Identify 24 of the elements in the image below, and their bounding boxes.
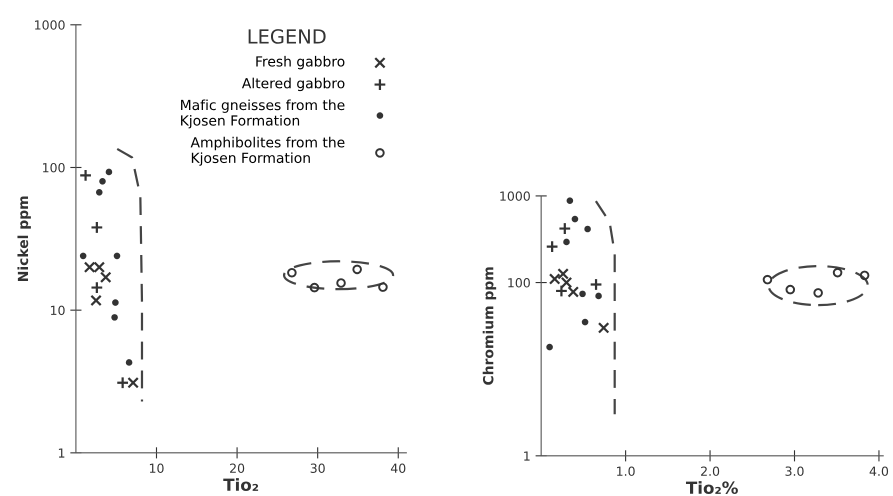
y-tick-label: 100 bbox=[508, 278, 530, 288]
legend-label: Altered gabbro bbox=[242, 78, 344, 92]
x-tick-label: 10 bbox=[150, 463, 164, 473]
legend-title: LEGEND bbox=[248, 29, 326, 44]
y-tick-label: 1 bbox=[524, 451, 530, 461]
x-tick-label: 40 bbox=[390, 463, 406, 473]
y-axis-title: Chromium ppm bbox=[482, 267, 496, 385]
x-axis-title: Tio₂% bbox=[686, 481, 738, 494]
x-tick-label: 2.0 bbox=[701, 466, 720, 476]
x-tick-label: 20 bbox=[230, 463, 244, 473]
y-tick-label: 1000 bbox=[500, 191, 530, 201]
y-tick-label: 1 bbox=[58, 448, 64, 458]
legend-label: Mafic gneisses from the Kjosen Formation bbox=[181, 99, 344, 128]
legend-label: Fresh gabbro bbox=[256, 56, 344, 70]
x-axis-title: Tio₂ bbox=[223, 478, 258, 492]
x-tick-label: 3.0 bbox=[786, 466, 804, 476]
x-tick-label: 30 bbox=[310, 463, 325, 473]
y-axis-title: Nickel ppm bbox=[17, 196, 31, 281]
x-tick-label: 1.0 bbox=[617, 466, 635, 476]
legend-label: Amphibolites from the Kjosen Formation bbox=[190, 136, 344, 166]
x-tick-label: 4.0 bbox=[870, 466, 888, 476]
y-tick-label: 100 bbox=[43, 162, 65, 172]
y-tick-label: 1000 bbox=[35, 20, 65, 30]
y-tick-label: 10 bbox=[50, 306, 65, 316]
